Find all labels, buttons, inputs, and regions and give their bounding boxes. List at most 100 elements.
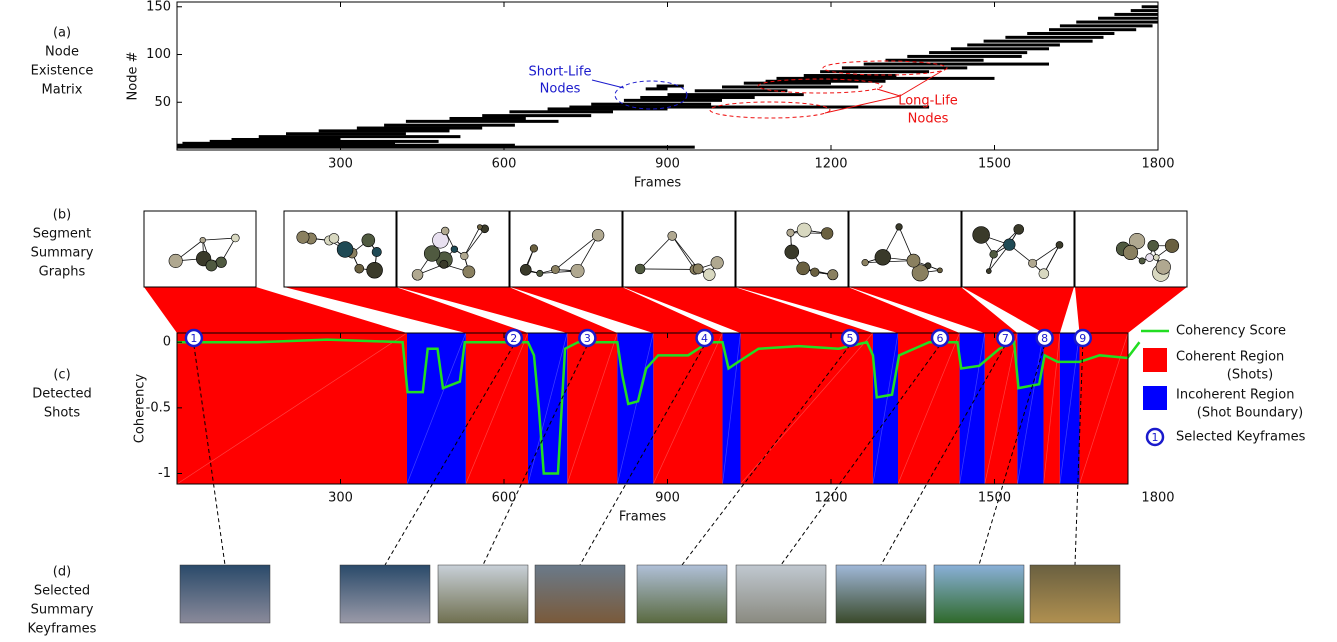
- graph-node: [1028, 259, 1036, 267]
- panel-caption: Keyframes: [28, 622, 97, 637]
- x-axis-label: Frames: [634, 176, 682, 191]
- node-lifespan: [1076, 21, 1158, 24]
- graph-node: [635, 264, 645, 274]
- graph-node: [811, 268, 820, 277]
- node-lifespan: [842, 66, 967, 69]
- graph-node: [797, 223, 811, 237]
- node-lifespan: [482, 114, 591, 117]
- graph-node: [537, 270, 543, 276]
- node-lifespan: [951, 47, 1049, 50]
- panel-label: (b): [53, 208, 71, 223]
- node-lifespan: [1142, 5, 1158, 8]
- x-tick-label: 600: [492, 157, 517, 172]
- node-lifespan: [1005, 36, 1103, 39]
- graph-node: [372, 247, 381, 256]
- node-lifespan: [259, 135, 461, 138]
- graph-edge: [640, 269, 695, 270]
- graph-node: [990, 250, 998, 258]
- node-lifespan: [640, 96, 754, 99]
- x-tick-label: 900: [655, 157, 680, 172]
- keyframe-thumbnail: [340, 565, 430, 623]
- node-lifespan: [1098, 17, 1158, 20]
- keyframe-number: 2: [510, 332, 517, 345]
- graph-node: [216, 257, 227, 268]
- graph-node: [1039, 269, 1049, 279]
- graph-node: [367, 262, 383, 278]
- panel-caption: Node: [45, 45, 79, 60]
- annotation-text: Nodes: [540, 82, 581, 97]
- graph-node: [896, 224, 903, 231]
- keyframe-number: 4: [701, 332, 708, 345]
- graph-node: [1148, 240, 1159, 251]
- graph-node: [711, 257, 723, 269]
- graph-node: [1123, 245, 1137, 259]
- node-lifespan: [820, 70, 929, 73]
- node-lifespan: [984, 40, 1093, 43]
- graph-node: [424, 246, 440, 262]
- graph-node: [875, 249, 891, 265]
- graph-node: [440, 260, 448, 268]
- graph-node: [704, 269, 716, 281]
- x-tick-label: 600: [492, 491, 517, 506]
- node-lifespan: [286, 132, 406, 135]
- node-lifespan: [766, 80, 886, 83]
- x-tick-label: 900: [655, 491, 680, 506]
- graph-node: [355, 264, 364, 273]
- panel-caption: Matrix: [42, 83, 83, 98]
- panel-caption: Existence: [31, 64, 94, 79]
- graph-node: [937, 268, 942, 273]
- node-lifespan: [406, 120, 559, 123]
- panel-caption: Selected: [34, 584, 90, 599]
- node-lifespan: [624, 99, 722, 102]
- x-axis-label: Frames: [619, 510, 667, 525]
- legend-text: Coherent Region: [1176, 350, 1284, 365]
- graph-node: [907, 254, 920, 267]
- graph-node: [337, 242, 353, 258]
- y-axis-label: Coherency: [133, 373, 148, 443]
- legend-text: Incoherent Region: [1176, 388, 1294, 403]
- plot-area: [177, 2, 1158, 150]
- node-lifespan: [1114, 13, 1158, 16]
- graph-node: [821, 228, 833, 240]
- graph-node: [797, 262, 810, 275]
- keyframe-thumbnail: [1030, 565, 1120, 623]
- annotation-text: Short-Life: [528, 65, 591, 80]
- panel-label: (d): [53, 565, 71, 580]
- legend-text: (Shot Boundary): [1197, 406, 1303, 421]
- graph-node: [862, 259, 869, 266]
- node-lifespan: [907, 55, 1021, 58]
- node-lifespan: [668, 93, 804, 96]
- y-tick-label: -1: [158, 466, 171, 481]
- graph-node: [1014, 224, 1024, 234]
- y-axis-label: Node #: [126, 52, 141, 101]
- x-tick-label: 1500: [978, 491, 1011, 506]
- node-lifespan: [232, 138, 341, 141]
- graph-node: [520, 264, 531, 275]
- graph-node: [1004, 239, 1016, 251]
- graph-node: [297, 231, 309, 243]
- graph-node: [169, 254, 182, 267]
- graph-node: [1153, 254, 1159, 260]
- graph-node: [412, 269, 423, 280]
- graph-node: [477, 225, 482, 230]
- node-lifespan: [722, 85, 858, 88]
- segment-graph-box: [849, 211, 961, 287]
- node-lifespan: [357, 127, 482, 130]
- panel-caption: Graphs: [39, 265, 86, 280]
- x-tick-label: 1800: [1141, 157, 1174, 172]
- segment-graph-box: [510, 211, 622, 287]
- y-tick-label: 150: [146, 0, 171, 14]
- y-tick-label: -0.5: [146, 400, 171, 415]
- graph-node: [787, 229, 794, 236]
- panel-caption: Summary: [31, 246, 94, 261]
- keyframe-thumbnail: [438, 565, 528, 623]
- graph-node: [329, 233, 339, 243]
- node-lifespan: [929, 51, 1027, 54]
- node-lifespan: [1027, 32, 1114, 35]
- keyframe-thumbnail: [535, 565, 625, 623]
- graph-node: [206, 260, 217, 271]
- node-lifespan: [1131, 9, 1158, 12]
- graph-node: [693, 264, 703, 274]
- node-lifespan: [384, 124, 515, 127]
- panel-caption: Shots: [44, 406, 81, 421]
